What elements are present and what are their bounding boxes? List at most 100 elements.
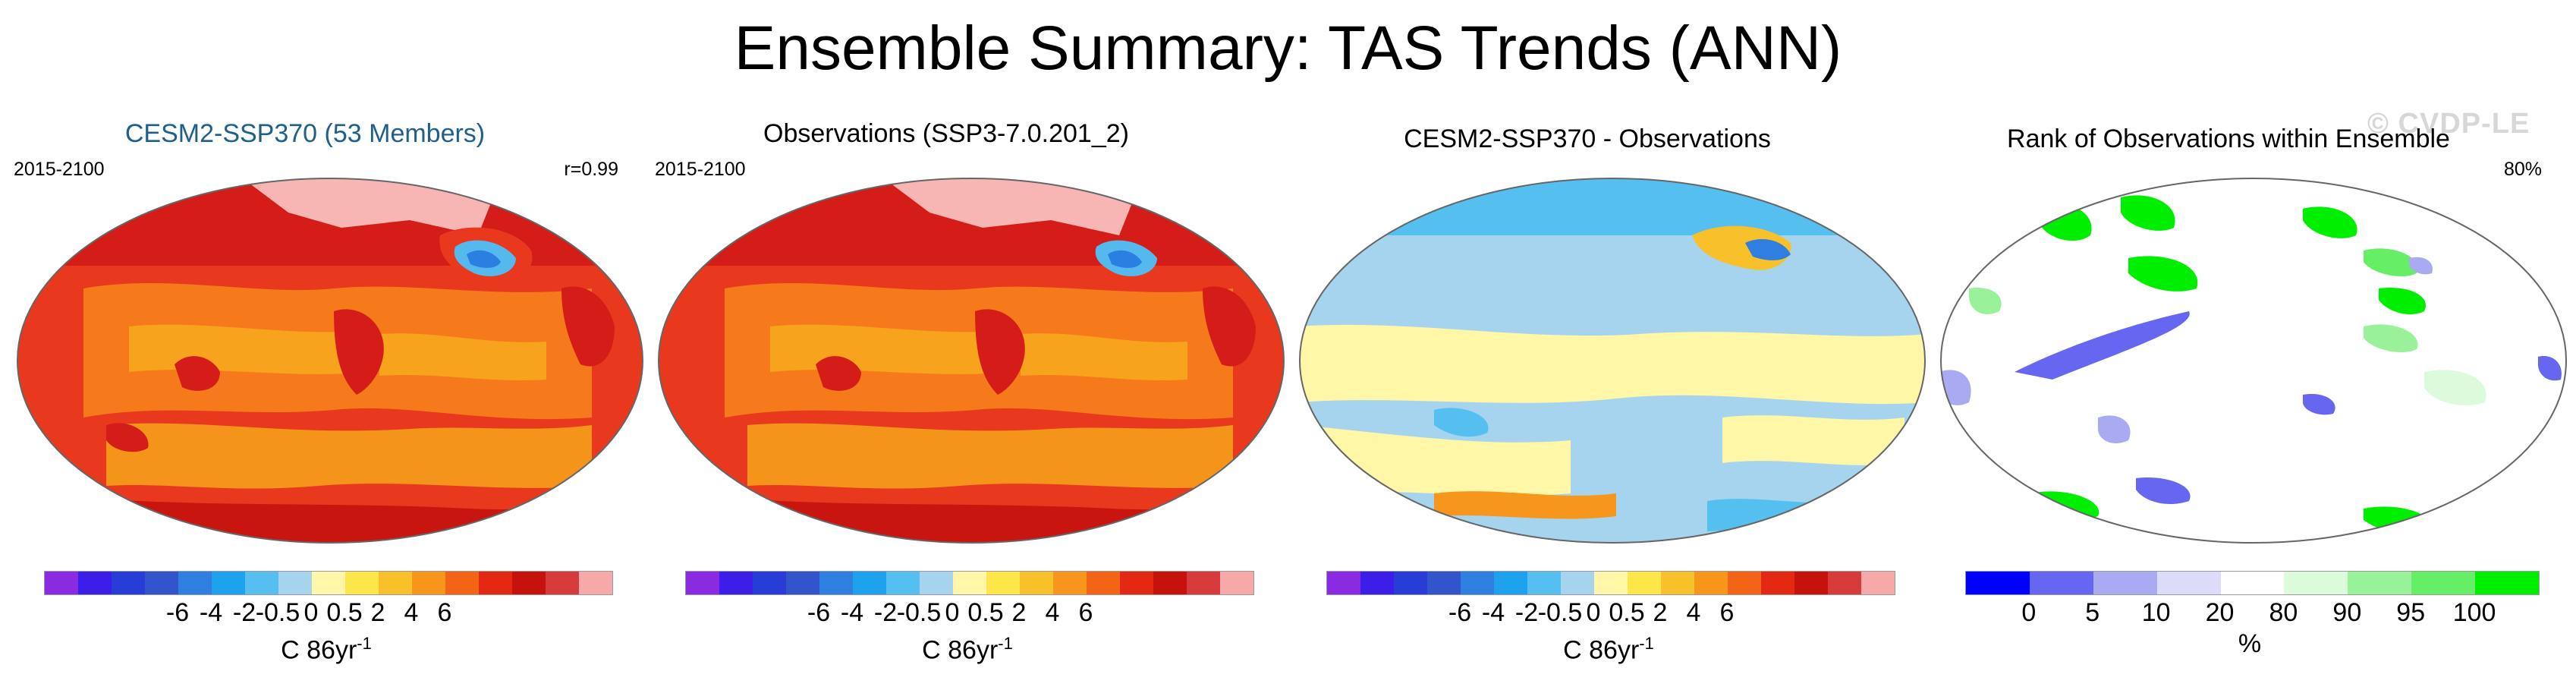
colorbar-tick-label: 10 <box>2141 598 2171 627</box>
colorbar-cell <box>1694 572 1728 594</box>
colorbar-cell <box>953 572 986 594</box>
colorbar-cell <box>212 572 245 594</box>
unit-text: C 86yr <box>922 635 999 665</box>
colorbar-tick-label: 2 <box>1011 598 1027 627</box>
unit-text: C 86yr <box>281 635 357 665</box>
colorbar-cell <box>1327 572 1360 594</box>
panel-observations: Observations (SSP3-7.0.201_2) 2015-2100 … <box>641 0 1285 687</box>
colorbar-tick-label: -6 <box>807 598 831 627</box>
unit-exponent: -1 <box>357 634 372 653</box>
colorbar-cell <box>1053 572 1087 594</box>
colorbar-cell <box>546 572 579 594</box>
period-label: 2015-2100 <box>14 159 105 180</box>
colorbar-cell <box>819 572 853 594</box>
trend-colorbar <box>1326 571 1895 595</box>
colorbar-cell <box>312 572 345 594</box>
panel-title: CESM2-SSP370 (53 Members) <box>124 119 486 148</box>
panel-title: CESM2-SSP370 - Observations <box>1404 124 1771 153</box>
colorbar-tick-label: -4 <box>199 598 223 627</box>
rank-map <box>1940 178 2567 544</box>
colorbar-tick-label: -2 <box>232 598 256 627</box>
colorbar-tick-label: 0 <box>945 598 960 627</box>
colorbar-tick-label: 0.5 <box>1609 598 1645 627</box>
colorbar-tick-label: 0 <box>2021 598 2037 627</box>
colorbar-cell <box>1661 572 1694 594</box>
colorbar-cell <box>686 572 719 594</box>
unit-exponent: -1 <box>1639 634 1654 653</box>
colorbar-tick-label: -6 <box>1448 598 1472 627</box>
colorbar-tick-label: 2 <box>1653 598 1668 627</box>
colorbar-tick-label: -4 <box>1481 598 1505 627</box>
colorbar-cell <box>2220 572 2285 594</box>
colorbar-cell <box>412 572 445 594</box>
colorbar-tick-label: 4 <box>404 598 419 627</box>
colorbar-cell <box>2156 572 2221 594</box>
panel-title: Observations (SSP3-7.0.201_2) <box>763 119 1129 148</box>
colorbar-cell <box>753 572 786 594</box>
colorbar-tick-label: 6 <box>1719 598 1735 627</box>
colorbar-cell <box>2411 572 2475 594</box>
difference-map <box>1299 178 1926 544</box>
colorbar-cell <box>1761 572 1794 594</box>
colorbar-cell <box>2029 572 2093 594</box>
colorbar-cell <box>2348 572 2412 594</box>
colorbar-cell <box>1794 572 1828 594</box>
colorbar-cell <box>445 572 479 594</box>
colorbar-cell <box>1527 572 1561 594</box>
colorbar-cell <box>112 572 145 594</box>
colorbar-cell <box>78 572 112 594</box>
colorbar-tick-label: 0.5 <box>326 598 363 627</box>
colorbar-cell <box>1360 572 1394 594</box>
colorbar-cell <box>2284 572 2348 594</box>
watermark: © CVDP-LE <box>2367 108 2530 140</box>
colorbar-cell <box>1966 572 2030 594</box>
figure-title: Ensemble Summary: TAS Trends (ANN) <box>734 14 1842 83</box>
colorbar-cell <box>145 572 178 594</box>
colorbar-tick-label: 90 <box>2332 598 2362 627</box>
colorbar-tick-label: 4 <box>1686 598 1701 627</box>
colorbar-tick-label: 6 <box>437 598 452 627</box>
colorbar-tick-label: 20 <box>2205 598 2235 627</box>
colorbar-cell <box>1728 572 1761 594</box>
colorbar-tick-label: -2 <box>873 598 898 627</box>
colorbar-tick-label: 80 <box>2269 598 2298 627</box>
colorbar-tick-label: 6 <box>1078 598 1093 627</box>
colorbar-cell <box>1020 572 1053 594</box>
colorbar-unit: C 86yr-1 <box>854 627 1081 667</box>
colorbar-tick-label: 100 <box>2452 598 2496 627</box>
colorbar-tick-label: 0 <box>1586 598 1601 627</box>
colorbar-cell <box>853 572 886 594</box>
panel-rank: Rank of Observations within Ensemble 80% <box>1923 0 2567 687</box>
colorbar-tick-label: -2 <box>1514 598 1539 627</box>
colorbar-cell <box>579 572 612 594</box>
colorbar-unit: % <box>2238 629 2262 658</box>
colorbar-cell <box>1394 572 1427 594</box>
colorbar-cell <box>1153 572 1187 594</box>
rank-colorbar <box>1965 571 2540 595</box>
trend-map <box>17 178 643 544</box>
colorbar-cell <box>178 572 212 594</box>
colorbar-cell <box>379 572 412 594</box>
colorbar-cell <box>986 572 1020 594</box>
rank-percent-label: 80% <box>2503 159 2542 180</box>
colorbar-tick-label: 0 <box>304 598 319 627</box>
unit-text: C 86yr <box>1563 635 1640 665</box>
colorbar-unit: C 86yr-1 <box>1495 627 1722 667</box>
colorbar-tick-label: -0.5 <box>255 598 300 627</box>
colorbar-cell <box>345 572 379 594</box>
colorbar-cell <box>1828 572 1861 594</box>
colorbar-cell <box>245 572 278 594</box>
colorbar-tick-label: -0.5 <box>1537 598 1583 627</box>
colorbar-cell <box>512 572 546 594</box>
panel-difference: CESM2-SSP370 - Observations C 86yr-1 -6-… <box>1282 0 1926 687</box>
colorbar-cell <box>1087 572 1120 594</box>
colorbar-tick-label: -0.5 <box>896 598 942 627</box>
trend-colorbar <box>685 571 1254 595</box>
colorbar-cell <box>1187 572 1220 594</box>
colorbar-cell <box>45 572 78 594</box>
panel-title: Rank of Observations within Ensemble <box>2007 124 2450 153</box>
colorbar-cell <box>2093 572 2157 594</box>
trend-colorbar <box>44 571 613 595</box>
colorbar-cell <box>1220 572 1253 594</box>
colorbar-cell <box>920 572 953 594</box>
